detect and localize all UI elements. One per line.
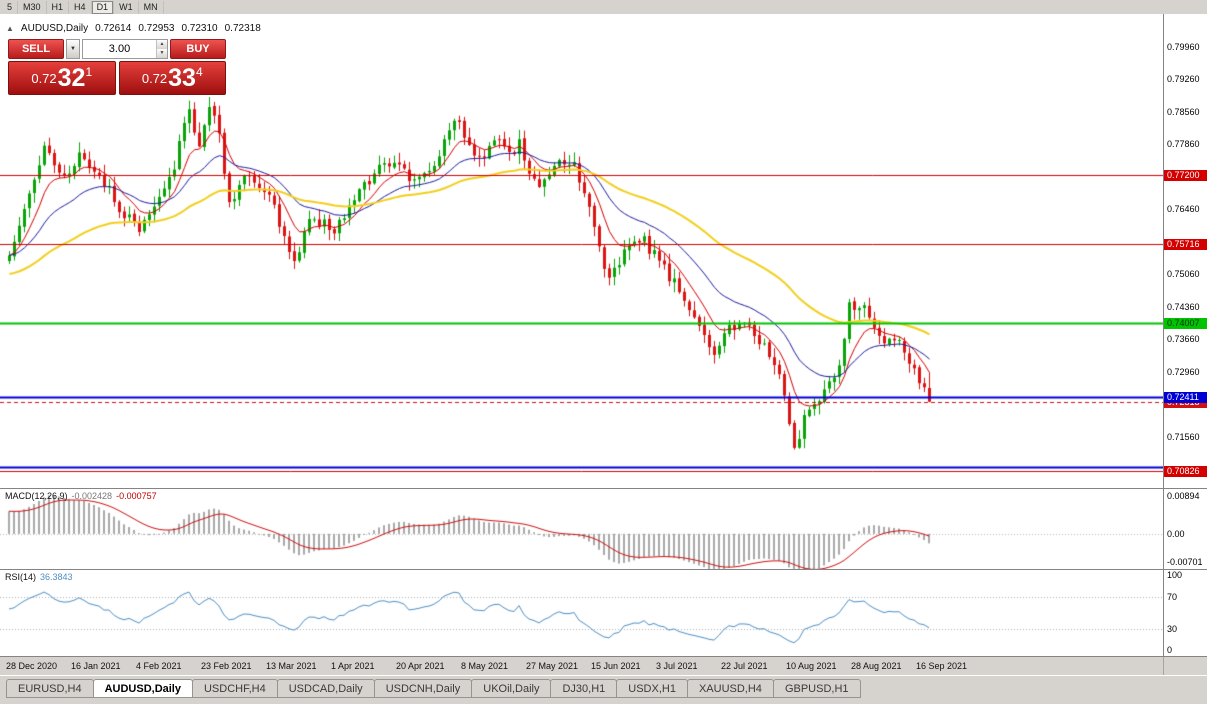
price-tick-label: 0.77860 xyxy=(1167,139,1200,150)
rsi-axis-label: 100 xyxy=(1167,570,1183,580)
macd-name: MACD(12,26,9) xyxy=(5,491,68,501)
ohlc-low: 0.72310 xyxy=(181,23,218,34)
date-label: 13 Mar 2021 xyxy=(266,661,317,671)
sell-price-pipette: 1 xyxy=(85,65,93,79)
price-tick-label: 0.76460 xyxy=(1167,204,1200,215)
chart-tab-audusd-daily[interactable]: AUDUSD,Daily xyxy=(92,679,193,698)
symbol-marker-icon: ▲ xyxy=(6,24,14,33)
buy-price-big: 33 xyxy=(168,64,196,92)
price-tick-label: 0.73660 xyxy=(1167,334,1200,345)
date-label: 8 May 2021 xyxy=(461,661,509,671)
rsi-canvas[interactable] xyxy=(0,570,1163,656)
chart-tab-bar: EURUSD,H4 AUDUSD,Daily USDCHF,H4 USDCAD,Dai… xyxy=(0,675,1207,704)
chart-tab-usdcad-daily[interactable]: USDCAD,Daily xyxy=(276,679,375,698)
hline-price-label: 0.70826 xyxy=(1164,466,1207,477)
timeframe-button-mn[interactable]: MN xyxy=(139,0,164,14)
volume-field[interactable]: 3.00 ▲ ▼ xyxy=(82,39,168,59)
chart-tab-xauusd-h4[interactable]: XAUUSD,H4 xyxy=(686,679,774,698)
macd-label: MACD(12,26,9) -0.002428 -0.000757 xyxy=(5,491,157,501)
rsi-axis: 100 70 30 0 xyxy=(1163,570,1207,656)
chart-tab-usdcnh-daily[interactable]: USDCNH,Daily xyxy=(373,679,473,698)
volume-value[interactable]: 3.00 xyxy=(108,43,131,55)
date-label: 1 Apr 2021 xyxy=(331,661,375,671)
buy-price-display[interactable]: 0.72 33 4 xyxy=(118,61,226,95)
price-tick-label: 0.72960 xyxy=(1167,366,1200,377)
volume-dropdown-button[interactable]: ▼ xyxy=(66,39,80,59)
date-label: 16 Jan 2021 xyxy=(71,661,121,671)
buy-price-prefix: 0.72 xyxy=(141,70,168,86)
rsi-axis-label: 0 xyxy=(1167,645,1173,655)
sell-price-big: 32 xyxy=(57,64,86,92)
chart-tab-gbpusd-h1[interactable]: GBPUSD,H1 xyxy=(772,679,861,698)
price-tick-label: 0.79260 xyxy=(1167,74,1200,85)
hline-price-label: 0.77200 xyxy=(1164,170,1207,182)
rsi-value: 36.3843 xyxy=(40,572,73,582)
date-label: 15 Jun 2021 xyxy=(591,661,641,671)
date-label: 27 May 2021 xyxy=(526,661,579,671)
rsi-axis-label: 70 xyxy=(1167,592,1178,602)
ohlc-high: 0.72953 xyxy=(138,23,175,34)
price-axis: 0.79960 0.79260 0.78560 0.77860 0.76460 0.750… xyxy=(1163,14,1207,488)
date-label: 22 Jul 2021 xyxy=(721,661,768,671)
timeframe-button-h1[interactable]: H1 xyxy=(47,0,70,14)
date-label: 10 Aug 2021 xyxy=(786,661,837,671)
date-label: 20 Apr 2021 xyxy=(396,661,445,671)
macd-value: -0.002428 xyxy=(71,491,113,501)
buy-button[interactable]: BUY xyxy=(170,39,226,59)
sell-button[interactable]: SELL xyxy=(8,39,64,59)
chart-tab-usdchf-h4[interactable]: USDCHF,H4 xyxy=(191,679,278,698)
axis-separator xyxy=(1163,657,1164,675)
date-label: 28 Aug 2021 xyxy=(851,661,902,671)
hline-price-label: 0.74007 xyxy=(1164,318,1207,330)
price-tick-label: 0.75060 xyxy=(1167,269,1200,280)
timeframe-button-d1[interactable]: D1 xyxy=(91,0,115,14)
macd-axis-label: 0.00894 xyxy=(1167,491,1200,501)
date-axis: 28 Dec 2020 16 Jan 2021 4 Feb 2021 23 Feb 2… xyxy=(0,656,1207,675)
one-click-trading-panel: SELL ▼ 3.00 ▲ ▼ BUY 0.72 32 1 0.72 33 4 xyxy=(8,39,226,95)
rsi-label: RSI(14) 36.3843 xyxy=(5,572,73,582)
timeframe-button-h4[interactable]: H4 xyxy=(69,0,92,14)
macd-signal-value: -0.000757 xyxy=(116,491,157,501)
chart-tab-usdx-h1[interactable]: USDX,H1 xyxy=(616,679,688,698)
macd-axis: 0.00894 0.00 -0.00701 xyxy=(1163,489,1207,569)
date-label: 4 Feb 2021 xyxy=(136,661,182,671)
chart-title: ▲ AUDUSD,Daily 0.72614 0.72953 0.72310 0… xyxy=(6,23,261,34)
price-tick-label: 0.74360 xyxy=(1167,301,1200,312)
volume-spinner: ▲ ▼ xyxy=(156,40,167,58)
sell-price-display[interactable]: 0.72 32 1 xyxy=(8,61,116,95)
date-label: 3 Jul 2021 xyxy=(656,661,698,671)
date-label: 16 Sep 2021 xyxy=(916,661,968,671)
chart-tab-eurusd-h4[interactable]: EURUSD,H4 xyxy=(6,679,94,698)
chart-symbol-period: AUDUSD,Daily xyxy=(20,23,89,34)
rsi-panel: RSI(14) 36.3843 100 70 30 0 xyxy=(0,569,1207,656)
macd-canvas[interactable] xyxy=(0,489,1163,569)
price-tick-label: 0.78560 xyxy=(1167,106,1200,117)
chart-tab-dj30-h1[interactable]: DJ30,H1 xyxy=(550,679,618,698)
rsi-name: RSI(14) xyxy=(5,572,37,582)
date-label: 28 Dec 2020 xyxy=(6,661,58,671)
price-tick-label: 0.71560 xyxy=(1167,431,1200,442)
timeframe-button-5[interactable]: 5 xyxy=(2,0,19,14)
macd-axis-label: -0.00701 xyxy=(1167,557,1203,567)
timeframe-toolbar: 5 M30 H1 H4 D1 W1 MN xyxy=(0,0,1207,14)
timeframe-button-w1[interactable]: W1 xyxy=(114,0,139,14)
ohlc-open: 0.72614 xyxy=(95,23,132,34)
sell-price-prefix: 0.72 xyxy=(31,70,57,86)
macd-axis-label: 0.00 xyxy=(1167,528,1185,539)
macd-panel: MACD(12,26,9) -0.002428 -0.000757 0.00894 0… xyxy=(0,488,1207,569)
volume-spin-down-icon[interactable]: ▼ xyxy=(157,49,167,58)
timeframe-button-m30[interactable]: M30 xyxy=(18,0,47,14)
ohlc-close: 0.72318 xyxy=(224,23,261,34)
hline-price-label: 0.75716 xyxy=(1164,238,1207,250)
main-chart-panel: ▲ AUDUSD,Daily 0.72614 0.72953 0.72310 0… xyxy=(0,14,1207,488)
price-tick-label: 0.79960 xyxy=(1167,41,1200,52)
chart-tab-ukoil-daily[interactable]: UKOil,Daily xyxy=(471,679,552,698)
date-label: 23 Feb 2021 xyxy=(201,661,252,671)
hline-price-label: 0.72411 xyxy=(1164,392,1207,404)
volume-spin-up-icon[interactable]: ▲ xyxy=(157,40,167,49)
buy-price-pipette: 4 xyxy=(195,65,203,79)
rsi-axis-label: 30 xyxy=(1167,624,1178,634)
